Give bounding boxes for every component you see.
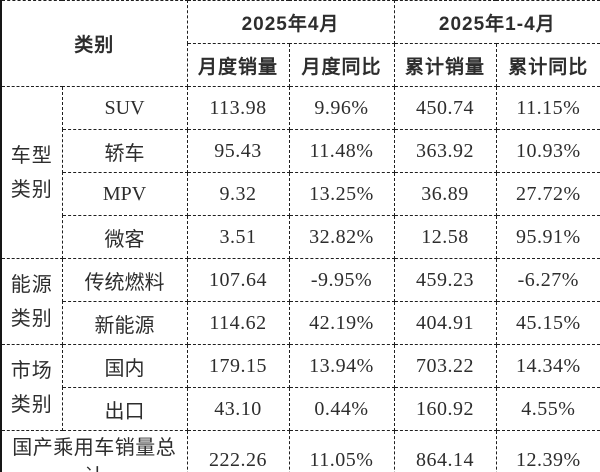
cell-nev-cumulative-yoy: 45.15% <box>495 301 600 345</box>
cell-suv-monthly-sales: 113.98 <box>186 86 290 130</box>
header-row-period: 类别 2025年4月 2025年1-4月 <box>0 0 600 87</box>
cell-export-name: 出口 <box>61 387 188 431</box>
table-row-domestic: 市场 类别 国内 179.15 13.94% 703.22 14.34% <box>0 344 600 431</box>
cell-suv-monthly-yoy: 9.96% <box>288 86 395 130</box>
cell-ice-cumulative-sales: 459.23 <box>393 258 497 302</box>
header-cumulative-sales: 累计销量 <box>393 43 497 87</box>
cell-sedan-monthly-sales: 95.43 <box>186 129 290 173</box>
cell-suv-cumulative-yoy: 11.15% <box>495 86 600 130</box>
table-row-mpv: MPV 9.32 13.25% 36.89 27.72% <box>1 172 600 216</box>
cell-microvan-monthly-yoy: 32.82% <box>288 215 395 259</box>
cell-domestic-monthly-yoy: 13.94% <box>288 344 395 388</box>
table-row-nev: 新能源 114.62 42.19% 404.91 45.15% <box>1 301 600 345</box>
group-label-energy-type: 能源 类别 <box>0 258 63 345</box>
group-label-market-type: 市场 类别 <box>0 344 63 431</box>
cell-ice-monthly-yoy: -9.95% <box>288 258 395 302</box>
table-row-suv: 车型 类别 SUV 113.98 9.96% 450.74 11.15% <box>0 86 600 259</box>
cell-mpv-cumulative-yoy: 27.72% <box>495 172 600 216</box>
cell-domestic-name: 国内 <box>61 344 188 388</box>
cell-microvan-name: 微客 <box>61 215 188 259</box>
cell-mpv-name: MPV <box>61 172 188 216</box>
cell-mpv-monthly-yoy: 13.25% <box>288 172 395 216</box>
cell-nev-cumulative-sales: 404.91 <box>393 301 497 345</box>
cell-sedan-name: 轿车 <box>61 129 188 173</box>
cell-nev-name: 新能源 <box>61 301 188 345</box>
header-monthly-yoy: 月度同比 <box>288 43 395 87</box>
cell-export-monthly-sales: 43.10 <box>186 387 290 431</box>
table-row-export: 出口 43.10 0.44% 160.92 4.55% <box>1 387 600 431</box>
group-label-vehicle-type: 车型 类别 <box>0 86 63 259</box>
cell-sedan-cumulative-sales: 363.92 <box>393 129 497 173</box>
total-label: 国产乘用车销量总计 <box>0 430 188 472</box>
header-period-jan-apr: 2025年1-4月 <box>393 0 600 44</box>
cell-sedan-monthly-yoy: 11.48% <box>288 129 395 173</box>
cell-suv-cumulative-sales: 450.74 <box>393 86 497 130</box>
cell-ice-cumulative-yoy: -6.27% <box>495 258 600 302</box>
cell-suv-name: SUV <box>61 86 188 130</box>
cell-mpv-monthly-sales: 9.32 <box>186 172 290 216</box>
table-row-ice: 能源 类别 传统燃料 107.64 -9.95% 459.23 -6.27% <box>0 258 600 345</box>
cell-total-cumulative-yoy: 12.39% <box>495 430 600 472</box>
cell-domestic-cumulative-sales: 703.22 <box>393 344 497 388</box>
header-row-subcolumns: 月度销量 月度同比 累计销量 累计同比 <box>1 43 600 87</box>
cell-mpv-cumulative-sales: 36.89 <box>393 172 497 216</box>
cell-export-monthly-yoy: 0.44% <box>288 387 395 431</box>
cell-microvan-cumulative-yoy: 95.91% <box>495 215 600 259</box>
cell-domestic-monthly-sales: 179.15 <box>186 344 290 388</box>
cell-sedan-cumulative-yoy: 10.93% <box>495 129 600 173</box>
cell-ice-monthly-sales: 107.64 <box>186 258 290 302</box>
cell-nev-monthly-yoy: 42.19% <box>288 301 395 345</box>
header-monthly-sales: 月度销量 <box>186 43 290 87</box>
cell-total-cumulative-sales: 864.14 <box>393 430 497 472</box>
cell-export-cumulative-sales: 160.92 <box>393 387 497 431</box>
cell-ice-name: 传统燃料 <box>61 258 188 302</box>
table-row-total: 国产乘用车销量总计 222.26 11.05% 864.14 12.39% <box>0 430 600 472</box>
header-period-april: 2025年4月 <box>186 0 395 44</box>
cell-microvan-monthly-sales: 3.51 <box>186 215 290 259</box>
table-row-sedan: 轿车 95.43 11.48% 363.92 10.93% <box>1 129 600 173</box>
cell-export-cumulative-yoy: 4.55% <box>495 387 600 431</box>
header-category: 类别 <box>0 0 188 87</box>
cell-microvan-cumulative-sales: 12.58 <box>393 215 497 259</box>
cell-total-monthly-yoy: 11.05% <box>288 430 395 472</box>
table-row-microvan: 微客 3.51 32.82% 12.58 95.91% <box>1 215 600 259</box>
header-cumulative-yoy: 累计同比 <box>495 43 600 87</box>
cell-domestic-cumulative-yoy: 14.34% <box>495 344 600 388</box>
cell-total-monthly-sales: 222.26 <box>186 430 290 472</box>
cell-nev-monthly-sales: 114.62 <box>186 301 290 345</box>
